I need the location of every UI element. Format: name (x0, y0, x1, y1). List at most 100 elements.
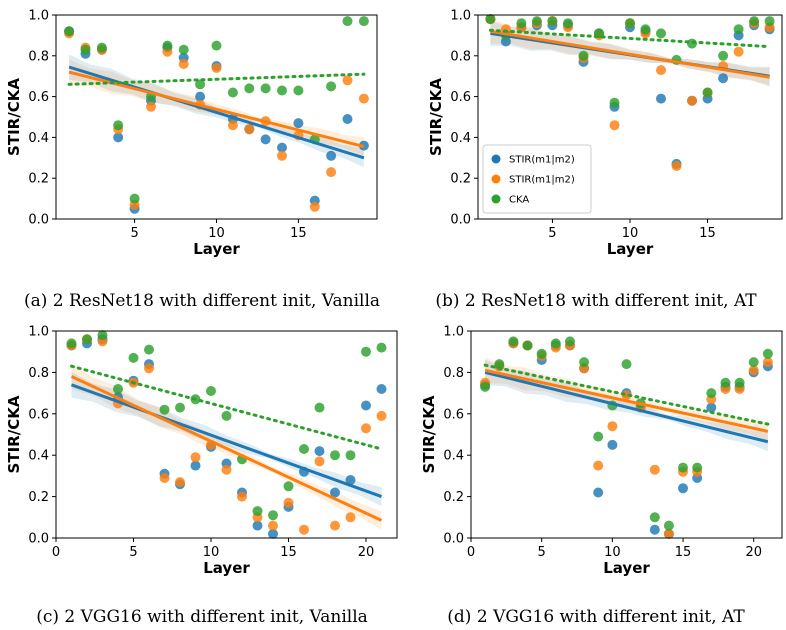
point-series-2-layer-14 (277, 150, 287, 161)
legend-label-1: STIR(m1|m2) (509, 155, 575, 166)
point-series-3-layer-3 (97, 330, 108, 341)
point-series-2-layer-6 (146, 101, 156, 112)
point-series-3-layer-18 (749, 16, 760, 27)
point-series-2-layer-19 (358, 93, 369, 104)
point-series-3-layer-18 (330, 450, 340, 461)
point-series-3-layer-10 (206, 386, 216, 396)
x-axis-label: Layer (607, 240, 654, 258)
x-tick-label: 0 (52, 545, 60, 560)
y-tick-label: 0.2 (28, 490, 49, 505)
y-axis-label: STIR/CKA (420, 395, 438, 473)
point-series-3-layer-17 (733, 24, 744, 35)
point-series-1-layer-4 (113, 132, 124, 143)
x-axis-label: Layer (603, 559, 650, 577)
point-series-3-layer-15 (293, 85, 304, 96)
confidence-band-series-2 (69, 59, 364, 156)
trend-line-series-3 (67, 72, 366, 86)
y-tick-label: 0.8 (450, 49, 471, 64)
point-series-1-layer-12 (656, 93, 666, 104)
point-series-3-layer-10 (625, 18, 635, 29)
point-series-3-layer-5 (536, 348, 547, 359)
point-series-3-layer-21 (376, 342, 387, 353)
point-series-2-layer-14 (687, 95, 697, 106)
point-series-3-layer-21 (762, 348, 773, 359)
point-series-3-layer-15 (283, 481, 294, 492)
caption-a: (a) 2 ResNet18 with different init, Vani… (24, 291, 380, 311)
point-series-3-layer-7 (162, 40, 173, 51)
point-series-3-layer-6 (563, 18, 573, 29)
x-axis-label: Layer (203, 559, 250, 577)
point-series-3-layer-1 (64, 26, 75, 37)
point-series-1-layer-19 (345, 475, 356, 485)
point-series-3-layer-15 (678, 462, 688, 473)
x-tick-label: 0 (467, 545, 475, 560)
x-tick-label: 15 (699, 226, 716, 241)
point-series-1-layer-20 (361, 400, 371, 411)
x-axis-label: Layer (193, 240, 240, 258)
legend-label-3: CKA (509, 195, 529, 206)
y-tick-label: 0.2 (28, 172, 49, 187)
point-series-2-layer-10 (607, 421, 618, 432)
point-series-3-layer-5 (128, 352, 139, 363)
point-series-3-layer-9 (195, 79, 206, 90)
point-series-1-layer-9 (190, 460, 201, 471)
point-series-3-layer-4 (531, 16, 542, 27)
point-series-3-layer-9 (593, 431, 604, 442)
trend-line-series-3 (488, 28, 772, 49)
trend-line-series-2 (484, 368, 769, 433)
point-series-2-layer-8 (178, 59, 189, 69)
point-series-3-layer-11 (621, 359, 632, 370)
point-series-2-layer-13 (649, 464, 660, 475)
point-series-3-layer-5 (129, 193, 140, 204)
point-series-1-layer-9 (593, 487, 604, 498)
legend-label-2: STIR(m1|m2) (509, 175, 575, 186)
caption-c: (c) 2 VGG16 with different init, Vanilla (36, 607, 368, 627)
point-series-3-layer-12 (656, 28, 666, 39)
subplot-d: 0 5 10 15 20 0.0 0.2 0.4 0.6 0.8 1.0 Layer STIR/CKA (420, 325, 783, 577)
point-series-3-layer-3 (516, 18, 527, 29)
point-series-3-layer-13 (649, 512, 660, 523)
point-series-1-layer-13 (260, 134, 271, 145)
y-tick-label: 0.0 (28, 213, 49, 228)
point-series-1-layer-13 (649, 524, 660, 535)
y-axis-label: STIR/CKA (5, 78, 23, 156)
confidence-band-series-1 (485, 359, 768, 452)
x-tick-label: 10 (203, 545, 220, 560)
point-series-3-layer-11 (640, 24, 651, 35)
y-tick-label: 1.0 (28, 9, 49, 24)
legend-marker-1 (491, 154, 501, 164)
point-series-3-layer-8 (178, 44, 189, 55)
point-series-2-layer-12 (244, 124, 255, 135)
y-tick-label: 0.6 (28, 407, 49, 422)
x-tick-label: 15 (280, 545, 297, 560)
point-series-3-layer-2 (82, 334, 92, 345)
point-series-2-layer-9 (190, 452, 201, 463)
legend-marker-3 (491, 194, 501, 204)
point-series-3-layer-11 (221, 410, 232, 421)
point-series-3-layer-7 (159, 404, 170, 415)
point-series-2-layer-7 (159, 473, 170, 483)
point-series-3-layer-3 (508, 336, 519, 347)
point-series-2-layer-17 (733, 46, 744, 57)
x-tick-label: 10 (604, 545, 621, 560)
point-series-2-layer-14 (663, 528, 674, 539)
x-tick-label: 10 (208, 226, 225, 241)
legend-box (482, 144, 592, 214)
trend-line-series-3 (70, 364, 383, 451)
y-tick-label: 0.0 (28, 532, 49, 547)
y-tick-label: 0.2 (443, 490, 464, 505)
point-series-2-layer-14 (268, 520, 278, 531)
confidence-band-series-2 (71, 363, 382, 530)
trend-line-series-1 (70, 383, 383, 499)
subplot-c: 0 5 10 15 20 0.0 0.2 0.4 0.6 0.8 1.0 Layer STIR/CKA (5, 325, 398, 577)
point-series-2-layer-16 (309, 201, 320, 212)
y-tick-label: 0.0 (443, 532, 464, 547)
y-tick-label: 0.4 (450, 131, 471, 146)
trend-line-series-2 (70, 375, 383, 522)
point-series-1-layer-17 (706, 402, 717, 413)
subplot-a: 5 10 15 0.0 0.2 0.4 0.6 0.8 1.0 Layer STIR/CKA (5, 9, 378, 258)
point-series-3-layer-19 (734, 377, 745, 388)
y-axis-label: STIR/CKA (427, 78, 445, 156)
point-series-3-layer-16 (299, 444, 309, 454)
point-series-3-layer-20 (748, 357, 759, 368)
